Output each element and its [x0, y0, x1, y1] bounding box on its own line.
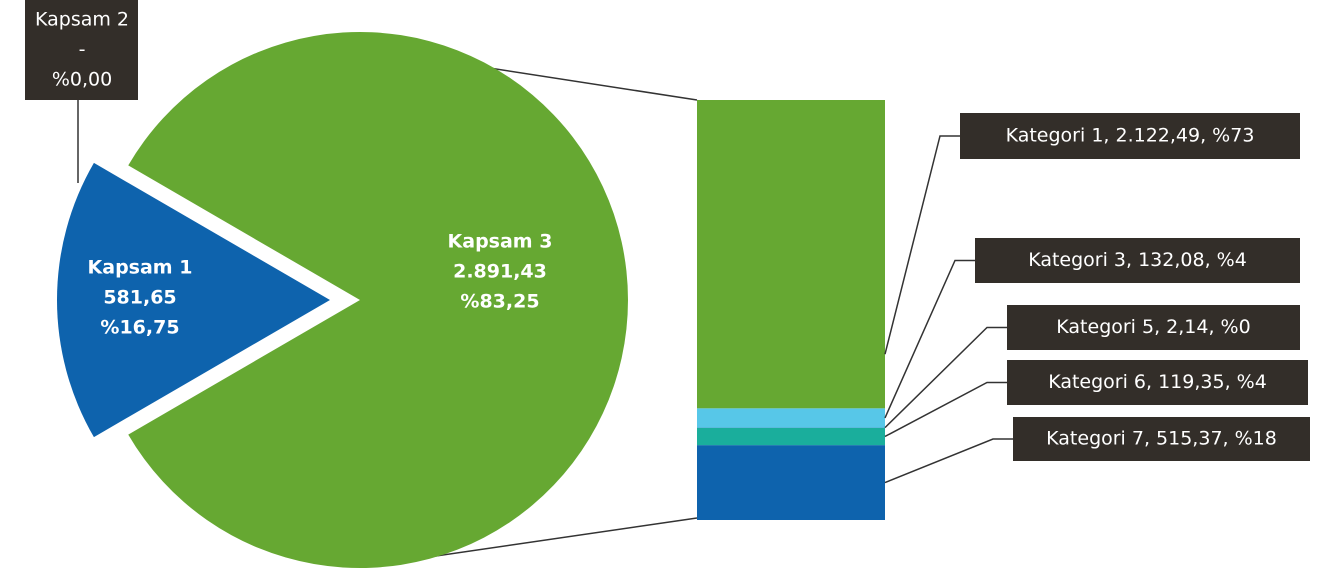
- slice-label: Kapsam 2: [35, 9, 129, 31]
- label-box: [975, 238, 1300, 283]
- leader-line: [884, 259, 975, 419]
- slice-label: %83,25: [460, 291, 539, 313]
- label-box: [1013, 417, 1310, 461]
- bar-segment: [697, 408, 885, 428]
- slice-label: 581,65: [103, 287, 176, 309]
- bar-label: Kategori 3, 132,08, %4: [1028, 249, 1247, 271]
- leader-line: [884, 135, 960, 355]
- leader-line: [884, 381, 1007, 438]
- bar-segment: [697, 100, 885, 409]
- label-box: [25, 0, 138, 100]
- slice-label: Kapsam 3: [448, 231, 553, 253]
- bar-label: Kategori 6, 119,35, %4: [1048, 371, 1267, 393]
- label-box: [1007, 360, 1308, 405]
- bar-segment: [697, 427, 885, 446]
- connector: [469, 64, 698, 101]
- bar-label: Kategori 7, 515,37, %18: [1046, 428, 1277, 450]
- slice-label: Kapsam 1: [88, 257, 193, 279]
- leader-line: [884, 438, 1013, 484]
- slice-label: 2.891,43: [453, 261, 547, 283]
- pie-slice: [56, 162, 330, 438]
- label-box: [960, 113, 1300, 159]
- bar-label: Kategori 5, 2,14, %0: [1056, 316, 1250, 338]
- slice-label: -: [79, 39, 86, 61]
- pie-slice: [128, 31, 628, 568]
- slice-label: %0,00: [52, 69, 112, 91]
- bar-label: Kategori 1, 2.122,49, %73: [1006, 125, 1255, 147]
- leader-line: [884, 326, 1007, 429]
- label-box: [1007, 305, 1300, 350]
- bar-segment: [697, 445, 885, 520]
- slice-label: %16,75: [100, 317, 179, 339]
